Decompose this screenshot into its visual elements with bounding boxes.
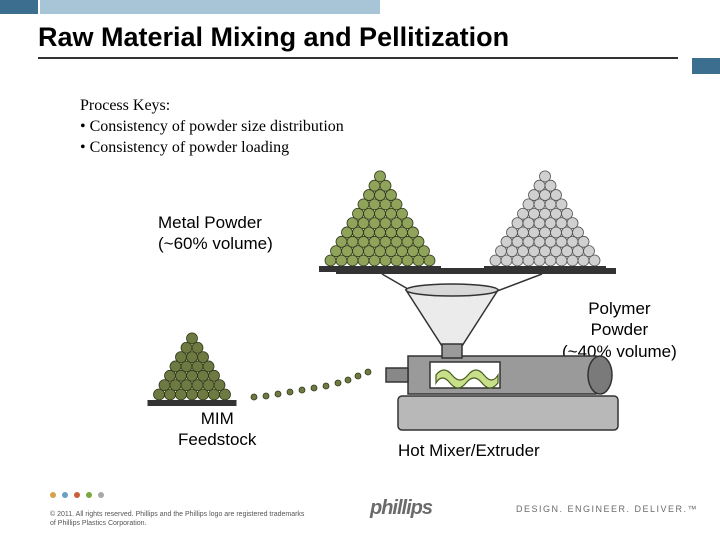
footer-dots [50,492,104,498]
process-diagram [0,0,720,540]
footer-logo: phillips [370,497,432,520]
footer-tagline: DESIGN. ENGINEER. DELIVER.™ [516,504,698,514]
footer-copyright: © 2011. All rights reserved. Phillips an… [50,511,304,528]
